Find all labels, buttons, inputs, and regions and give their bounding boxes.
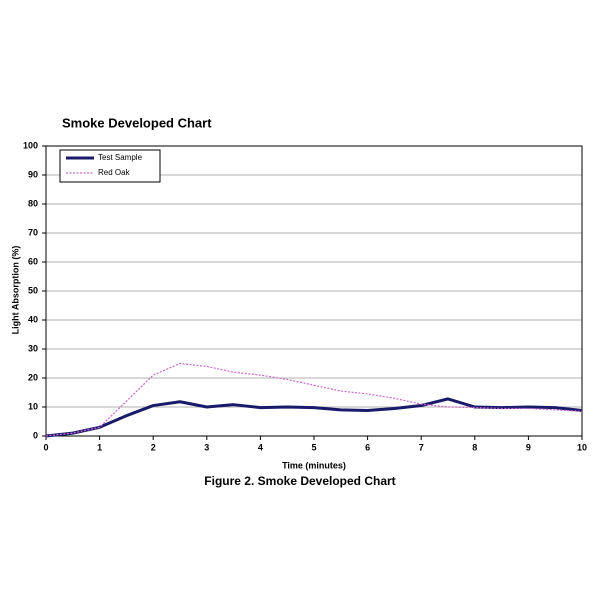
legend-box [59,149,161,183]
y-tick-label: 70 [28,227,38,237]
x-tick-label: 4 [258,442,263,452]
legend-label: Red Oak [98,168,131,177]
x-tick-label: 6 [365,442,370,452]
y-tick-label: 100 [23,140,38,150]
y-tick-label: 10 [28,401,38,411]
chart-title: Smoke Developed Chart [62,115,212,130]
x-tick-label: 0 [43,442,48,452]
x-axis-label: Time (minutes) [282,460,346,470]
y-axis-label: Light Absorption (%) [10,246,20,335]
x-tick-label: 3 [204,442,209,452]
y-tick-label: 50 [28,285,38,295]
y-tick-label: 80 [28,198,38,208]
y-tick-label: 30 [28,343,38,353]
x-tick-label: 8 [472,442,477,452]
x-tick-label: 5 [311,442,316,452]
x-tick-label: 10 [577,442,587,452]
series-line [45,397,583,438]
y-tick-label: 90 [28,169,38,179]
legend-label: Test Sample [98,153,143,162]
plot-frame [45,145,583,437]
x-tick-label: 7 [419,442,424,452]
x-tick-label: 9 [526,442,531,452]
y-tick-label: 0 [33,430,38,440]
x-tick-label: 2 [151,442,156,452]
y-tick-label: 20 [28,372,38,382]
x-tick-label: 1 [97,442,102,452]
y-tick-label: 60 [28,256,38,266]
y-tick-label: 40 [28,314,38,324]
figure-caption: Figure 2. Smoke Developed Chart [204,474,395,488]
series-line [45,362,583,437]
